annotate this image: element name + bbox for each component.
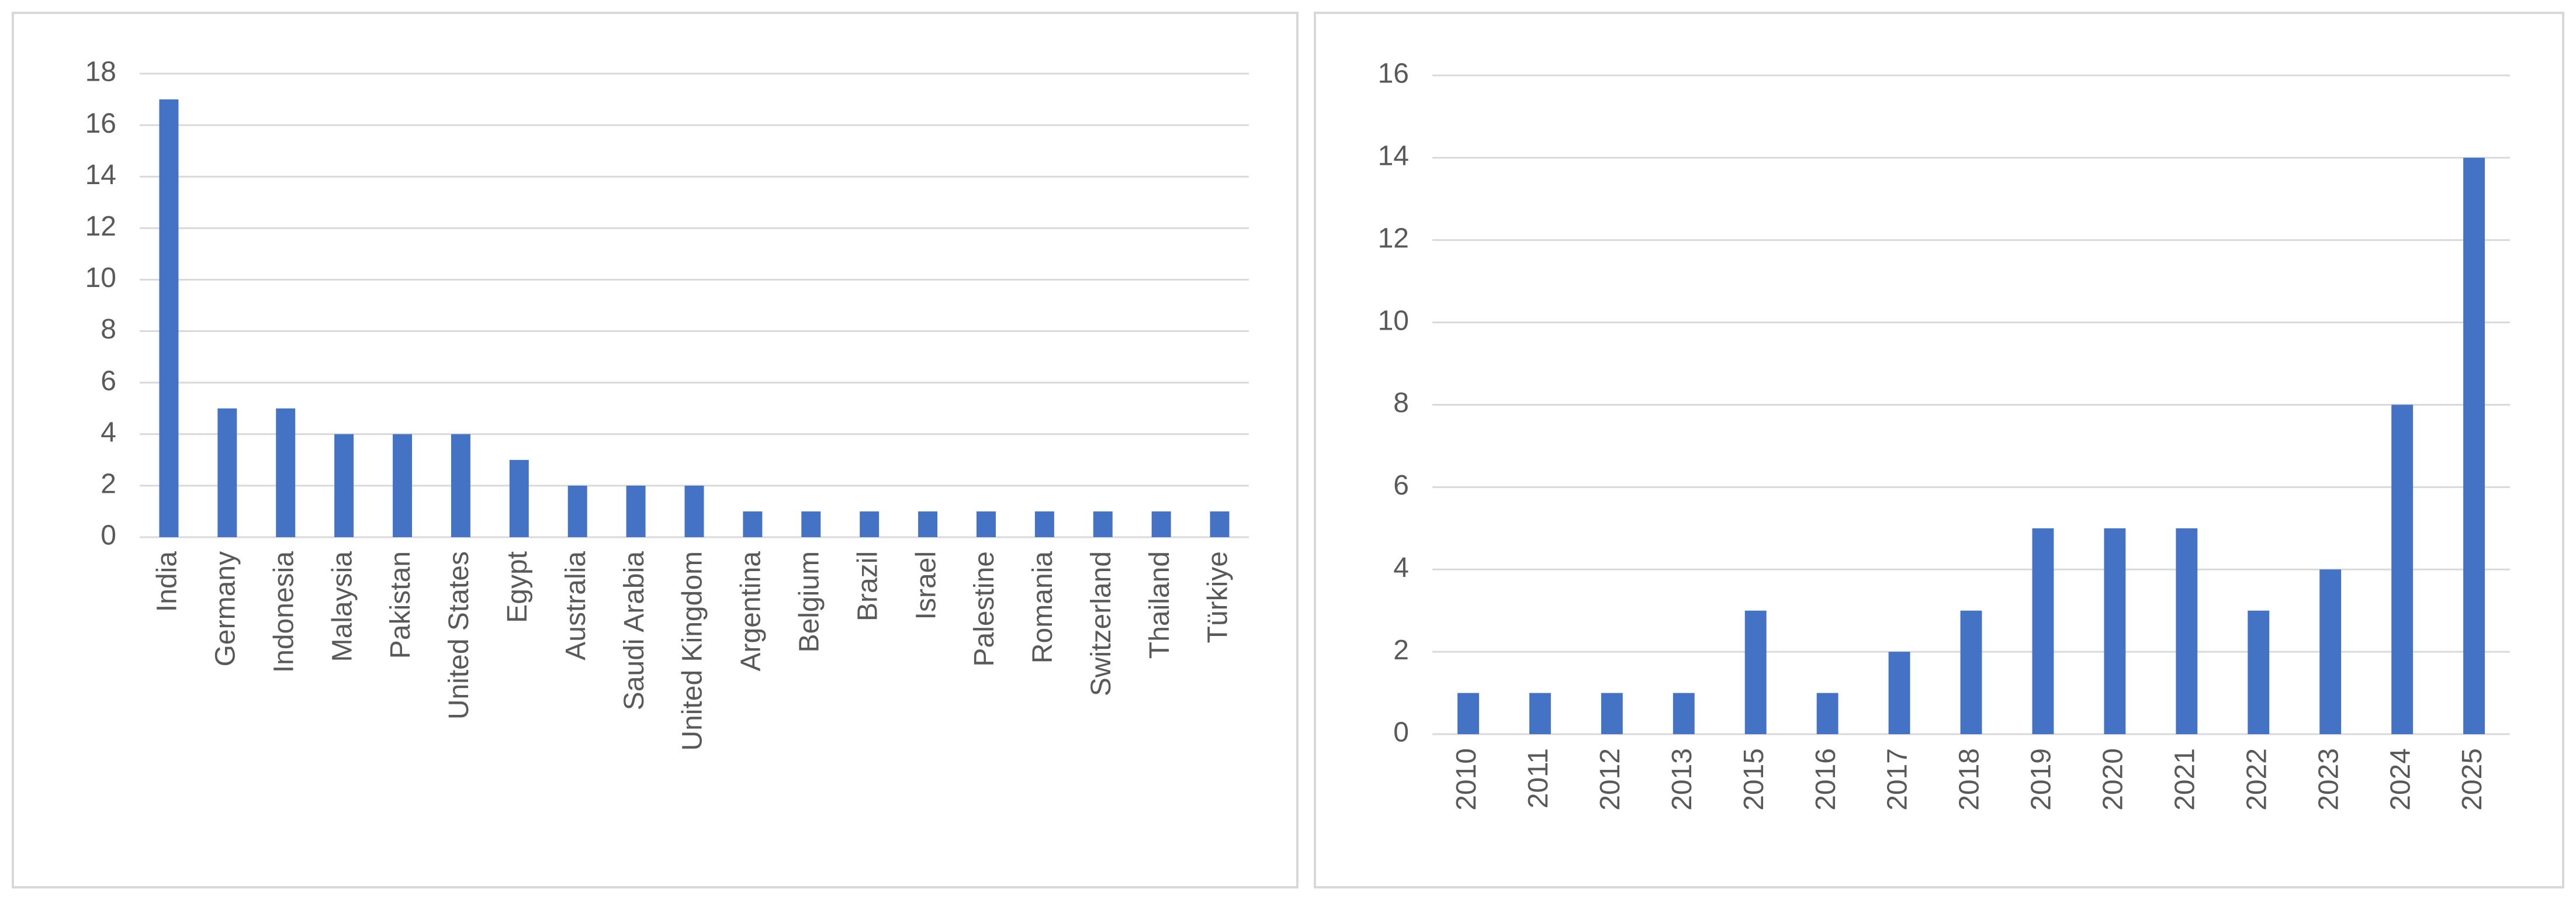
bar [1034,511,1054,537]
y-tick-label: 10 [85,262,116,293]
x-tick-label: 2015 [1739,748,1770,811]
left-panel [12,12,1299,888]
y-tick-label: 0 [1393,717,1409,748]
bar [159,99,179,538]
bar [451,434,470,537]
x-tick-label: 2013 [1667,748,1698,811]
x-tick-label: Thailand [1144,551,1175,659]
y-tick-label: 2 [1393,635,1409,666]
bar [976,511,996,537]
x-tick-label: Switzerland [1086,551,1117,696]
y-tick-label: 8 [101,314,116,345]
x-tick-label: 2019 [2026,748,2057,811]
x-tick-label: Argentina [736,551,767,672]
y-tick-label: 0 [101,520,116,551]
x-tick-label: 2017 [1882,748,1913,811]
x-tick-label: Belgium [794,551,825,652]
bar [1151,511,1171,537]
bar [918,511,938,537]
bar [2463,157,2485,734]
y-tick-label: 12 [85,211,116,242]
bar [1093,511,1113,537]
x-tick-label: Romania [1027,551,1058,663]
y-tick-label: 16 [85,108,116,139]
bar [2391,404,2414,734]
y-tick-label: 2 [101,469,116,500]
x-tick-label: United States [444,551,475,720]
x-tick-label: 2010 [1451,748,1482,811]
x-tick-label: Indonesia [268,551,299,673]
bar [2032,528,2054,734]
bar [1888,652,1910,734]
bar [801,511,821,537]
x-tick-label: 2016 [1810,748,1841,811]
x-tick-label: 2023 [2313,748,2344,811]
x-tick-label: 2024 [2385,748,2416,811]
y-tick-label: 16 [1378,58,1409,89]
x-tick-label: Australia [560,551,591,661]
y-tick-label: 14 [85,160,116,191]
x-tick-label: Israel [910,551,941,620]
y-tick-label: 4 [101,417,116,448]
x-tick-label: Germany [210,551,241,666]
x-tick-label: Brazil [852,551,883,621]
x-tick-label: 2021 [2169,748,2200,811]
bar [684,485,704,537]
x-tick-label: Palestine [969,551,1000,666]
x-tick-label: 2011 [1523,748,1554,808]
x-tick-label: Pakistan [385,551,416,659]
right-panel [1314,12,2564,888]
bar [626,485,646,537]
bar [393,434,413,537]
x-tick-label: Malaysia [327,551,358,662]
x-tick-label: Egypt [502,551,533,623]
x-tick-label: 2025 [2457,748,2488,811]
bar [1601,693,1623,734]
x-tick-label: 2022 [2241,748,2272,811]
bar [1673,693,1695,734]
bar [1960,610,1982,734]
y-tick-label: 6 [1393,470,1409,501]
x-tick-label: India [152,551,183,612]
x-tick-label: Saudi Arabia [619,551,650,711]
bar [1457,693,1479,734]
bar [2248,610,2270,734]
y-tick-label: 8 [1393,388,1409,419]
bar [743,511,763,537]
y-tick-label: 12 [1378,223,1409,254]
bar [2319,569,2342,734]
y-tick-label: 18 [85,57,116,88]
x-tick-label: 2020 [2098,748,2129,811]
bar [217,408,237,537]
bar [567,485,587,537]
bar [1744,610,1767,734]
x-tick-label: Türkiye [1203,551,1234,643]
y-tick-label: 10 [1378,305,1409,336]
bar [334,434,354,537]
y-tick-label: 6 [101,365,116,396]
bar [1816,693,1838,734]
x-tick-label: United Kingdom [677,551,708,751]
x-tick-label: 2018 [1954,748,1985,811]
bar [1210,511,1230,537]
y-tick-label: 14 [1378,141,1409,172]
bar [2176,528,2198,734]
y-tick-label: 4 [1393,552,1409,583]
bar [509,459,529,537]
bar [276,408,296,537]
bar [2104,528,2126,734]
bar [860,511,880,537]
bar [1529,693,1551,734]
x-tick-label: 2012 [1595,748,1626,811]
